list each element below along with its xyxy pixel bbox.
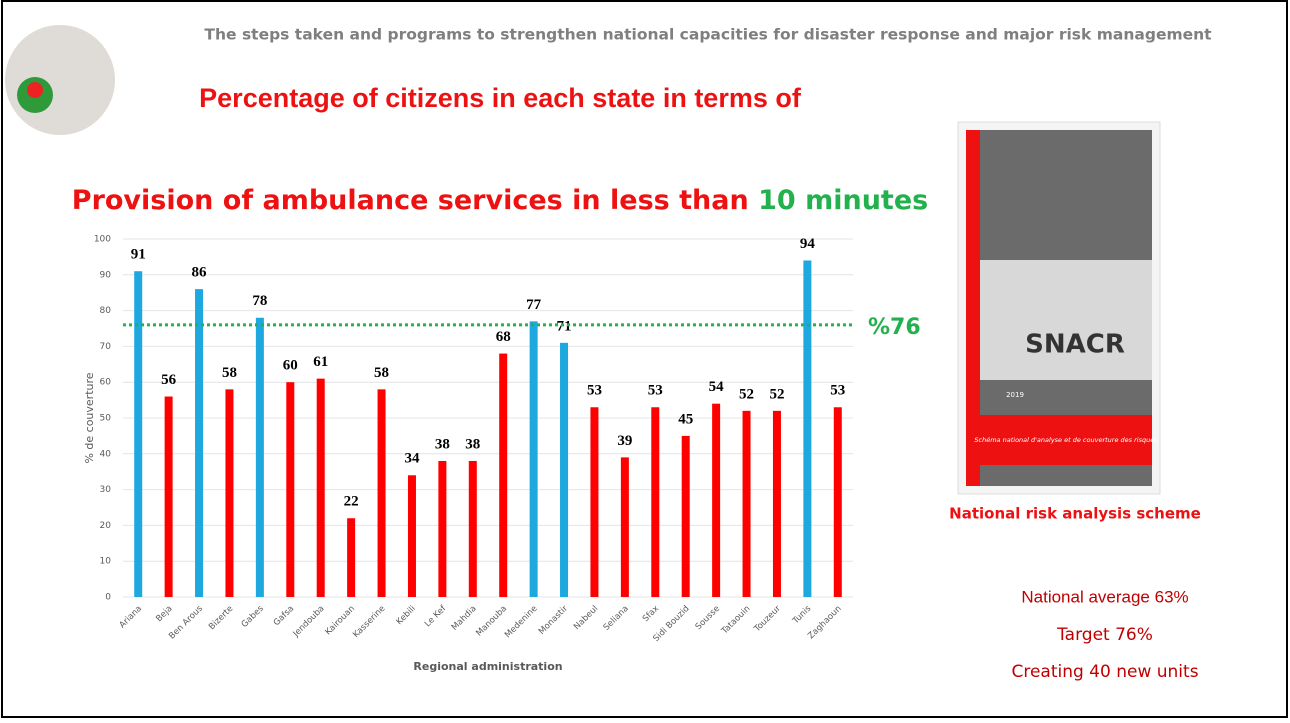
bar xyxy=(347,518,356,597)
y-tick-label: 0 xyxy=(105,593,111,603)
data-label: 86 xyxy=(192,265,208,281)
data-label: 71 xyxy=(557,318,572,334)
data-label: 53 xyxy=(648,383,663,399)
bar xyxy=(499,353,508,597)
bar xyxy=(590,407,599,597)
bar xyxy=(377,389,386,597)
subtitle-text: Provision of ambulance services in less … xyxy=(72,185,749,216)
bar xyxy=(681,435,690,597)
y-tick-label: 100 xyxy=(94,235,111,245)
data-label: 53 xyxy=(587,383,602,399)
bar xyxy=(134,271,143,597)
reference-label: %76 xyxy=(868,315,921,340)
data-label: 58 xyxy=(374,365,389,381)
note: Target 76% xyxy=(1056,625,1153,645)
bar xyxy=(164,396,173,597)
data-label: 22 xyxy=(344,494,359,510)
book-year: 2019 xyxy=(1006,391,1024,399)
bar xyxy=(620,457,629,597)
y-tick-label: 60 xyxy=(100,378,112,388)
data-label: 34 xyxy=(404,451,420,467)
bar xyxy=(803,260,812,597)
y-tick-label: 50 xyxy=(100,414,112,424)
y-axis-label: % de couverture xyxy=(83,372,96,463)
bar xyxy=(195,289,204,597)
book: SNACR 2019 Schéma national d'analyse et … xyxy=(957,121,1161,495)
y-tick-label: 20 xyxy=(100,521,112,531)
data-label: 68 xyxy=(496,329,511,345)
y-tick-label: 40 xyxy=(100,449,112,459)
data-label: 91 xyxy=(131,247,146,263)
data-label: 52 xyxy=(769,386,784,402)
bar xyxy=(651,407,660,597)
data-label: 45 xyxy=(678,411,693,427)
bar xyxy=(560,342,569,597)
bar xyxy=(255,317,264,597)
data-label: 77 xyxy=(526,297,542,313)
y-tick-label: 10 xyxy=(100,557,112,567)
data-label: 38 xyxy=(465,436,480,452)
bar xyxy=(529,321,538,597)
caption: National risk analysis scheme xyxy=(949,505,1201,523)
x-axis-label: Regional administration xyxy=(413,660,562,673)
y-tick-label: 80 xyxy=(100,306,112,316)
bar xyxy=(833,407,842,597)
book-subtitle: Schéma national d'analyse et de couvertu… xyxy=(974,436,1158,444)
y-tick-label: 30 xyxy=(100,485,112,495)
data-label: 78 xyxy=(252,293,267,309)
note: National average 63% xyxy=(1021,587,1188,606)
data-label: 54 xyxy=(709,379,725,395)
bar xyxy=(438,460,447,597)
data-label: 94 xyxy=(800,236,816,252)
data-label: 58 xyxy=(222,365,237,381)
subtitle-highlight: 10 minutes xyxy=(758,185,928,216)
data-label: 53 xyxy=(830,383,845,399)
y-tick-label: 70 xyxy=(100,342,112,352)
bar xyxy=(712,403,721,597)
note: Creating 40 new units xyxy=(1011,662,1198,682)
chart-subtitle: Provision of ambulance services in less … xyxy=(72,185,928,216)
bar xyxy=(286,382,295,597)
data-label: 39 xyxy=(617,433,632,449)
data-label: 38 xyxy=(435,436,450,452)
y-tick-label: 90 xyxy=(100,270,112,280)
bar xyxy=(772,410,781,597)
bar xyxy=(407,475,416,597)
data-label: 52 xyxy=(739,386,754,402)
logo xyxy=(5,25,115,135)
bar xyxy=(742,410,751,597)
chart-title: Percentage of citizens in each state in … xyxy=(199,83,802,113)
bar xyxy=(316,378,325,597)
data-label: 56 xyxy=(161,372,177,388)
bar xyxy=(468,460,477,597)
bar xyxy=(225,389,234,597)
data-label: 61 xyxy=(313,354,328,370)
data-label: 60 xyxy=(283,358,298,374)
book-title: SNACR xyxy=(1025,330,1125,360)
header: The steps taken and programs to strength… xyxy=(204,26,1212,44)
